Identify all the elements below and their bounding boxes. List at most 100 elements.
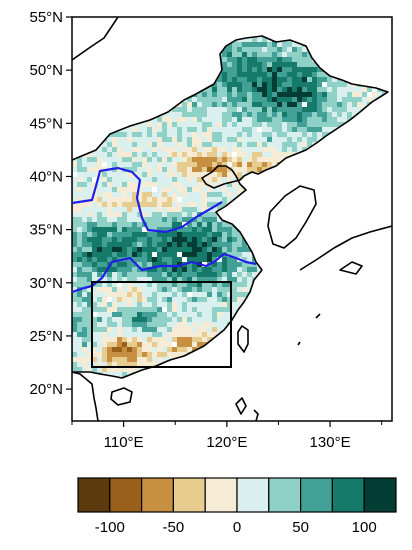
field-cell	[202, 137, 208, 143]
field-cell	[102, 312, 108, 318]
field-cell	[132, 297, 138, 303]
field-cell	[102, 357, 108, 363]
field-cell	[327, 102, 333, 108]
field-cell	[257, 267, 263, 273]
field-cell	[202, 202, 208, 208]
field-cell	[132, 327, 138, 333]
field-cell	[167, 262, 173, 268]
field-cell	[117, 317, 123, 323]
field-cell	[182, 312, 188, 318]
field-cell	[152, 247, 158, 253]
field-cell	[97, 242, 103, 248]
field-cell	[222, 172, 228, 178]
field-cell	[97, 197, 103, 203]
field-cell	[72, 267, 78, 273]
field-cell	[337, 92, 343, 98]
field-cell	[222, 82, 228, 88]
field-cell	[72, 287, 78, 293]
field-cell	[82, 242, 88, 248]
field-cell	[257, 47, 263, 53]
field-cell	[72, 362, 78, 368]
field-cell	[192, 107, 198, 113]
field-cell	[232, 62, 238, 68]
field-cell	[107, 282, 113, 288]
field-cell	[152, 202, 158, 208]
field-cell	[82, 217, 88, 223]
field-cell	[237, 172, 243, 178]
field-cell	[162, 332, 168, 338]
field-cell	[117, 357, 123, 363]
field-cell	[142, 212, 148, 218]
field-cell	[147, 342, 153, 348]
field-cell	[137, 272, 143, 278]
field-cell	[162, 262, 168, 268]
field-cell	[277, 92, 283, 98]
field-cell	[82, 172, 88, 178]
field-cell	[222, 187, 228, 193]
field-cell	[237, 252, 243, 258]
field-cell	[107, 152, 113, 158]
field-cell	[212, 182, 218, 188]
field-cell	[72, 322, 78, 328]
field-cell	[287, 52, 293, 58]
field-cell	[297, 107, 303, 113]
field-cell	[102, 277, 108, 283]
field-cell	[102, 197, 108, 203]
field-cell	[177, 207, 183, 213]
field-cell	[167, 157, 173, 163]
field-cell	[202, 297, 208, 303]
field-cell	[172, 277, 178, 283]
field-cell	[192, 257, 198, 263]
field-cell	[182, 202, 188, 208]
field-cell	[77, 277, 83, 283]
field-cell	[167, 142, 173, 148]
field-cell	[347, 112, 353, 118]
field-cell	[167, 292, 173, 298]
field-cell	[162, 347, 168, 353]
field-cell	[282, 117, 288, 123]
field-cell	[227, 97, 233, 103]
field-cell	[142, 322, 148, 328]
field-cell	[77, 162, 83, 168]
field-cell	[277, 127, 283, 133]
field-cell	[77, 222, 83, 228]
field-cell	[217, 277, 223, 283]
field-cell	[317, 97, 323, 103]
field-cell	[277, 82, 283, 88]
field-cell	[152, 302, 158, 308]
field-cell	[162, 282, 168, 288]
field-cell	[237, 242, 243, 248]
field-cell	[232, 152, 238, 158]
field-cell	[137, 282, 143, 288]
field-cell	[132, 242, 138, 248]
field-cell	[192, 162, 198, 168]
field-cell	[262, 72, 268, 78]
field-cell	[232, 232, 238, 238]
field-cell	[192, 147, 198, 153]
field-cell	[332, 77, 338, 83]
field-cell	[222, 297, 228, 303]
field-cell	[137, 307, 143, 313]
field-cell	[207, 177, 213, 183]
field-cell	[157, 182, 163, 188]
field-cell	[212, 112, 218, 118]
field-cell	[77, 232, 83, 238]
field-cell	[227, 132, 233, 138]
field-cell	[152, 357, 158, 363]
field-cell	[187, 272, 193, 278]
field-cell	[242, 82, 248, 88]
field-cell	[237, 167, 243, 173]
field-cell	[172, 127, 178, 133]
field-cell	[262, 67, 268, 73]
field-cell	[92, 352, 98, 358]
field-cell	[152, 287, 158, 293]
field-cell	[232, 132, 238, 138]
field-cell	[252, 72, 258, 78]
field-cell	[142, 327, 148, 333]
field-cell	[347, 102, 353, 108]
field-cell	[112, 257, 118, 263]
field-cell	[112, 217, 118, 223]
field-cell	[217, 97, 223, 103]
field-cell	[127, 317, 133, 323]
field-cell	[187, 117, 193, 123]
